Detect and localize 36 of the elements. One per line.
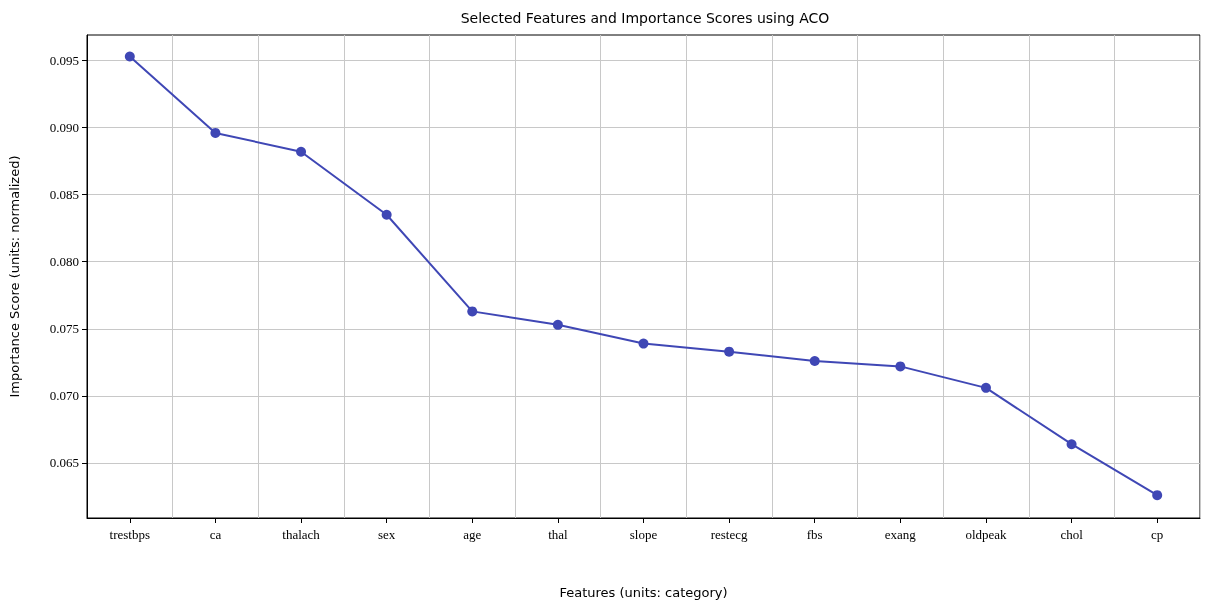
y-tick-label: 0.090 [49, 120, 79, 136]
x-tick-label: age [463, 527, 482, 542]
point [895, 361, 906, 372]
x-tick-label: ca [209, 527, 222, 542]
point [552, 319, 563, 330]
point [381, 209, 392, 220]
x-tick-label: trestbps [109, 527, 151, 542]
x-tick-label: restecg [710, 527, 749, 542]
y-tick-label: 0.095 [49, 52, 79, 68]
x-tick-label: cp [1151, 527, 1164, 542]
point [210, 127, 221, 138]
point [638, 338, 649, 349]
point [1066, 439, 1077, 450]
point [124, 51, 135, 62]
y-axis-title: Importance Score (units: normalized) [7, 155, 22, 398]
point [1152, 490, 1163, 501]
y-tick-label: 0.085 [49, 187, 79, 203]
x-tick-label: sex [377, 527, 396, 542]
x-tick-label: chol [1060, 527, 1084, 542]
point [980, 382, 991, 393]
point [467, 306, 478, 317]
x-tick-label: fbs [806, 527, 823, 542]
x-tick-label: slope [629, 527, 658, 542]
y-tick-label: 0.065 [49, 455, 79, 471]
y-tick-label: 0.075 [49, 321, 79, 337]
y-tick-label: 0.080 [49, 254, 79, 270]
chart-title: Selected Features and Importance Scores using ACO [460, 10, 830, 26]
x-tick-label: oldpeak [965, 527, 1008, 542]
x-axis-title: Features (units: category) [559, 585, 728, 600]
y-tick-label: 0.070 [49, 388, 79, 404]
point [296, 146, 307, 157]
point [809, 356, 820, 367]
x-tick-label: thal [548, 527, 569, 542]
x-tick-label: thalach [282, 527, 321, 542]
point [724, 346, 735, 357]
x-tick-label: exang [884, 527, 917, 542]
